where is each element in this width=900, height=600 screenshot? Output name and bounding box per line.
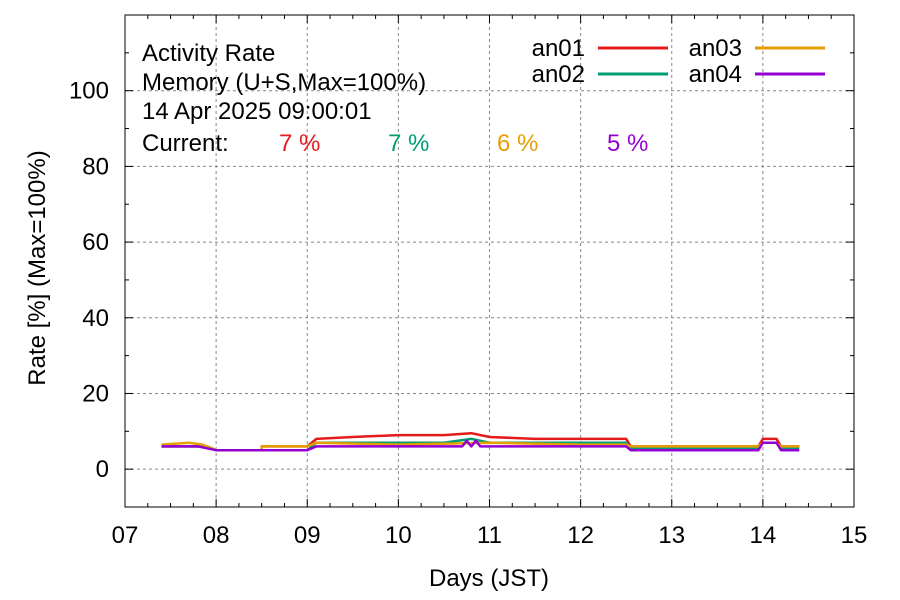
current-label: Current: [142, 130, 229, 157]
chart-timestamp: 14 Apr 2025 09:00:01 [142, 98, 372, 125]
y-tick-label: 40 [82, 305, 109, 332]
y-tick-label: 100 [69, 78, 109, 105]
y-tick-label: 20 [82, 380, 109, 407]
current-value-an01: 7 % [279, 130, 320, 157]
chart-subtitle: Memory (U+S,Max=100%) [142, 69, 426, 96]
legend-label-an01: an01 [532, 35, 585, 62]
legend-label-an03: an03 [689, 35, 742, 62]
chart-title: Activity Rate [142, 40, 275, 67]
y-tick-label: 80 [82, 153, 109, 180]
current-value-an02: 7 % [388, 130, 429, 157]
y-tick-label: 60 [82, 229, 109, 256]
x-tick-label: 11 [477, 522, 502, 549]
series-lines [161, 431, 800, 452]
x-tick-label: 10 [385, 522, 412, 549]
x-tick-label: 12 [567, 522, 594, 549]
x-tick-label: 14 [750, 522, 777, 549]
x-tick-label: 13 [658, 522, 685, 549]
x-axis-label: Days (JST) [429, 565, 549, 592]
y-tick-label: 0 [96, 456, 109, 483]
series-line-an04 [161, 439, 800, 452]
grid [125, 15, 854, 507]
y-axis-label: Rate [%] (Max=100%) [24, 150, 51, 385]
legend: an01 an02 an03 an04 [532, 35, 825, 88]
current-value-an04: 5 % [607, 130, 648, 157]
x-tick-label: 09 [294, 522, 321, 549]
axis-ticks: 07 08 09 10 11 12 13 14 15 0 20 40 60 80 100 [69, 15, 867, 549]
x-tick-label: 15 [841, 522, 868, 549]
x-tick-label: 07 [112, 522, 139, 549]
legend-label-an04: an04 [689, 61, 742, 88]
x-tick-label: 08 [203, 522, 230, 549]
current-value-an03: 6 % [497, 130, 538, 157]
legend-label-an02: an02 [532, 61, 585, 88]
